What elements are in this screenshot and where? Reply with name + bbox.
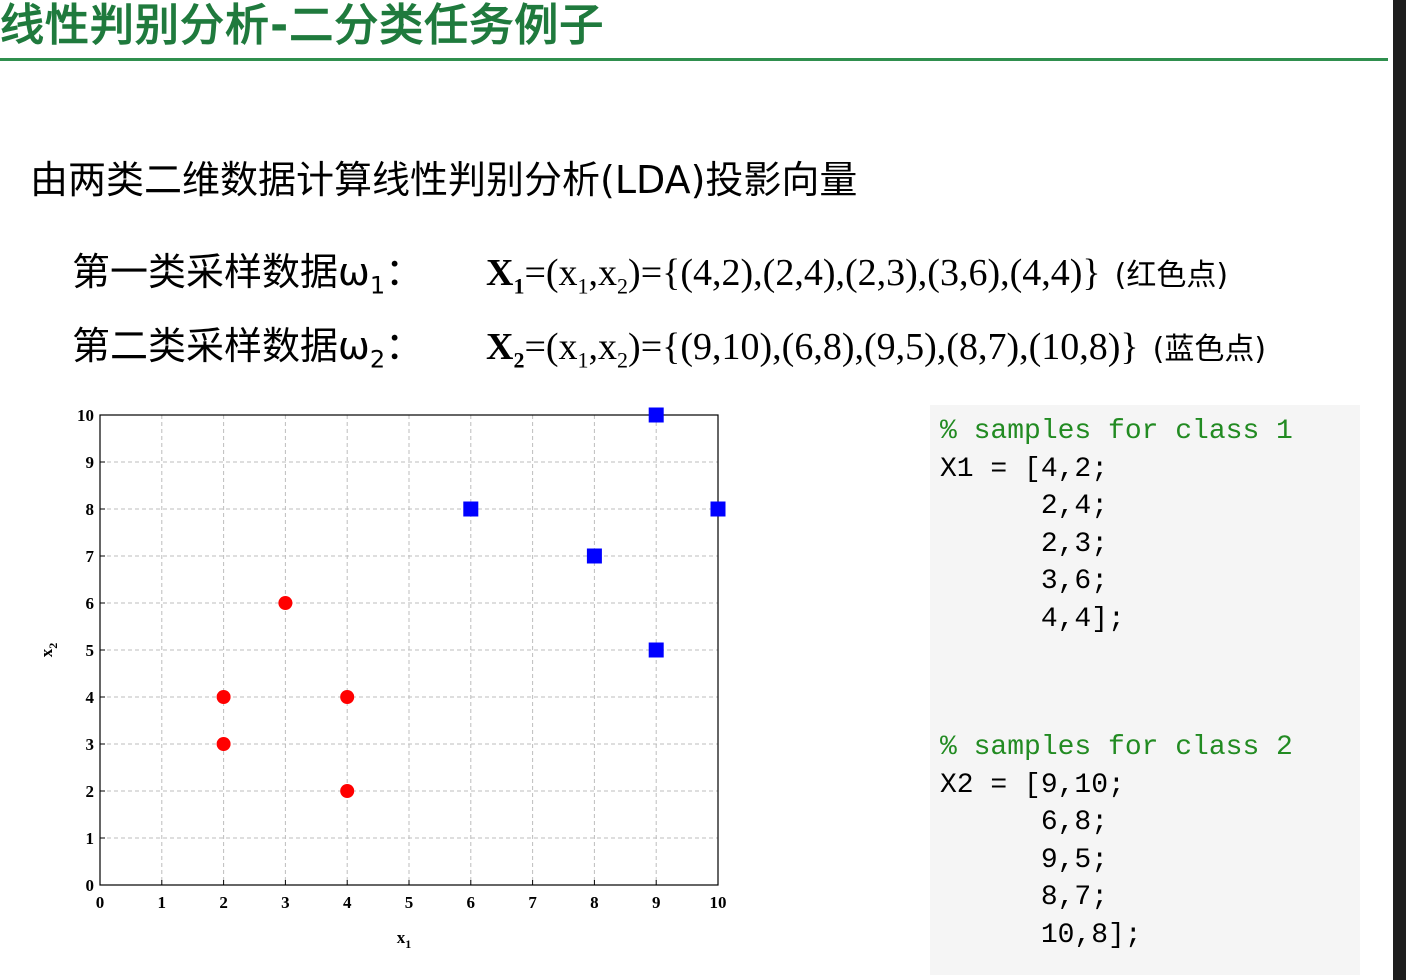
x-tick-label: 10 <box>710 893 727 912</box>
y-tick-label: 10 <box>77 406 94 425</box>
y-tick-label: 6 <box>86 594 95 613</box>
class2-square-point <box>586 548 602 564</box>
y-tick-label: 8 <box>86 500 95 519</box>
x-tick-label: 0 <box>96 893 105 912</box>
y-tick-label: 4 <box>86 688 95 707</box>
y-tick-label: 1 <box>86 829 95 848</box>
code-lines-class1: X1 = [4,2; 2,4; 2,3; 3,6; 4,4]; <box>940 453 1125 635</box>
y-tick-label: 3 <box>86 735 95 754</box>
class1-circle-point <box>340 784 355 798</box>
matlab-code-panel: % samples for class 1 X1 = [4,2; 2,4; 2,… <box>930 405 1360 975</box>
x-tick-label: 8 <box>590 893 599 912</box>
y-tick-label: 7 <box>86 547 95 566</box>
class2-formula: X2=(x1,x2)={(9,10),(6,8),(9,5),(8,7),(10… <box>486 326 1139 373</box>
code-comment-class2: % samples for class 2 <box>940 732 1293 763</box>
class2-square-point <box>463 501 479 517</box>
y-tick-label: 9 <box>86 453 95 472</box>
class2-square-point <box>648 407 664 423</box>
x-axis-label: x1 <box>397 928 412 951</box>
x-tick-label: 9 <box>652 893 661 912</box>
code-comment-class1: % samples for class 1 <box>940 416 1293 447</box>
x-tick-label: 4 <box>343 893 352 912</box>
chart-grid <box>100 415 718 885</box>
x-tick-label: 3 <box>281 893 290 912</box>
slide-title: 线性判别分析-二分类任务例子 <box>0 0 605 51</box>
class1-formula: X1=(x1,x2)={(4,2),(2,4),(2,3),(3,6),(4,4… <box>486 252 1101 299</box>
x-tick-label: 6 <box>467 893 476 912</box>
class1-circle-point <box>278 596 293 610</box>
x-tick-label: 2 <box>219 893 228 912</box>
scatter-chart: 0 1 2 3 4 5 6 7 8 9 10 0 1 2 3 4 5 6 7 8 9 10 x1 x2 <box>37 406 727 951</box>
y-tick-label: 2 <box>86 782 95 801</box>
class2-square-point <box>648 642 664 658</box>
class1-sample-row: 第一类采样数据ω1： X1=(x1,x2)={(4,2),(2,4),(2,3),… <box>72 244 1228 315</box>
class2-square-point <box>710 501 726 517</box>
code-block-class2: % samples for class 2 X2 = [9,10; 6,8; 9… <box>940 729 1293 954</box>
class2-label: 第二类采样数据ω2： <box>72 324 424 374</box>
y-tick-label: 5 <box>86 641 95 660</box>
code-lines-class2: X2 = [9,10; 6,8; 9,5; 8,7; 10,8]; <box>940 769 1142 951</box>
y-tick-label: 0 <box>86 876 95 895</box>
chart-ticks: 0 1 2 3 4 5 6 7 8 9 10 0 1 2 3 4 5 6 7 8 9 10 <box>77 406 727 912</box>
x-tick-label: 1 <box>158 893 167 912</box>
code-block-class1: % samples for class 1 X1 = [4,2; 2,4; 2,… <box>940 413 1293 638</box>
class1-circle-point <box>216 690 231 704</box>
class1-circle-point <box>340 690 355 704</box>
window-edge-bar <box>1393 0 1406 980</box>
chart-points <box>216 407 726 798</box>
y-axis-label: x2 <box>37 643 60 658</box>
x-tick-label: 7 <box>528 893 537 912</box>
slide-subtitle: 由两类二维数据计算线性判别分析(LDA)投影向量 <box>30 158 858 202</box>
class2-sample-row: 第二类采样数据ω2： X2=(x1,x2)={(9,10),(6,8),(9,5)… <box>72 318 1266 389</box>
class1-label: 第一类采样数据ω1： <box>72 250 424 300</box>
x-tick-label: 5 <box>405 893 414 912</box>
class1-color-note: (红色点) <box>1114 258 1229 293</box>
class2-color-note: (蓝色点) <box>1152 332 1267 367</box>
class1-circle-point <box>216 737 231 751</box>
title-underline <box>0 58 1388 61</box>
